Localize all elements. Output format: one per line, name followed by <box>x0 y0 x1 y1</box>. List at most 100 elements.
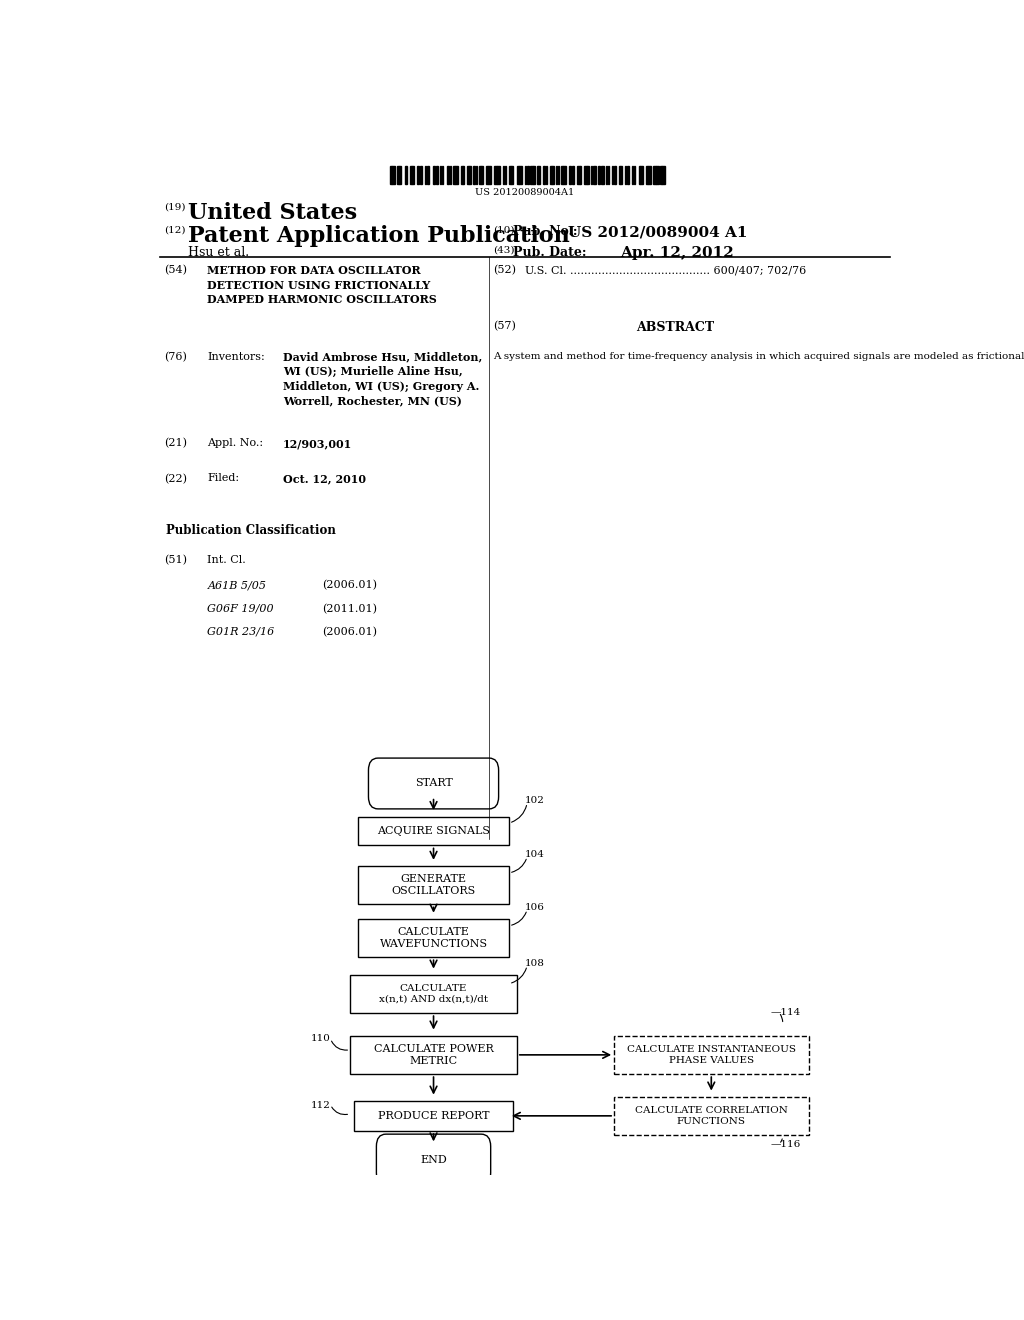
Text: (57): (57) <box>494 321 516 331</box>
Bar <box>498 165 500 183</box>
Bar <box>606 165 607 183</box>
Text: —116: —116 <box>771 1139 801 1148</box>
Text: (43): (43) <box>494 246 514 255</box>
Bar <box>648 165 651 183</box>
Bar <box>556 165 557 183</box>
Text: Inventors:: Inventors: <box>207 351 265 362</box>
Text: 104: 104 <box>524 850 545 859</box>
Text: Patent Application Publication: Patent Application Publication <box>187 226 569 247</box>
FancyBboxPatch shape <box>377 1134 490 1185</box>
Bar <box>469 165 471 183</box>
Bar <box>608 165 609 183</box>
Text: 110: 110 <box>310 1034 331 1043</box>
Text: CALCULATE POWER
METRIC: CALCULATE POWER METRIC <box>374 1044 494 1065</box>
Bar <box>526 165 528 183</box>
Bar <box>411 165 412 183</box>
Bar <box>539 165 541 183</box>
Bar <box>663 165 665 183</box>
Bar <box>561 165 562 183</box>
Bar <box>435 165 437 183</box>
Bar <box>646 165 648 183</box>
Text: U.S. Cl. ........................................ 600/407; 702/76: U.S. Cl. ...............................… <box>524 265 806 275</box>
Text: GENERATE
OSCILLATORS: GENERATE OSCILLATORS <box>391 874 476 896</box>
Bar <box>634 165 635 183</box>
Text: METHOD FOR DATA OSCILLATOR
DETECTION USING FRICTIONALLY
DAMPED HARMONIC OSCILLAT: METHOD FOR DATA OSCILLATOR DETECTION USI… <box>207 265 437 305</box>
Bar <box>478 165 480 183</box>
Text: 106: 106 <box>524 903 545 912</box>
Bar <box>476 165 477 183</box>
Bar <box>592 165 593 183</box>
FancyBboxPatch shape <box>358 919 509 957</box>
Text: (22): (22) <box>164 474 186 484</box>
FancyBboxPatch shape <box>358 866 509 904</box>
Bar <box>618 165 620 183</box>
Text: (10): (10) <box>494 226 514 235</box>
Bar <box>467 165 469 183</box>
Bar <box>660 165 662 183</box>
Bar <box>621 165 623 183</box>
Bar <box>407 165 408 183</box>
Bar <box>427 165 429 183</box>
Text: (19): (19) <box>164 202 185 211</box>
Bar <box>577 165 580 183</box>
Text: A61B 5/05: A61B 5/05 <box>207 581 266 590</box>
Bar <box>397 165 399 183</box>
Text: END: END <box>420 1155 446 1164</box>
Bar <box>611 165 613 183</box>
Bar <box>569 165 571 183</box>
Text: 102: 102 <box>524 796 545 805</box>
Text: 108: 108 <box>524 958 545 968</box>
Text: CALCULATE
x(n,t) AND dx(n,t)/dt: CALCULATE x(n,t) AND dx(n,t)/dt <box>379 985 488 1003</box>
Text: ACQUIRE SIGNALS: ACQUIRE SIGNALS <box>377 826 490 837</box>
Bar <box>580 165 581 183</box>
Text: CALCULATE INSTANTANEOUS
PHASE VALUES: CALCULATE INSTANTANEOUS PHASE VALUES <box>627 1045 796 1064</box>
Bar <box>516 165 519 183</box>
Bar <box>399 165 401 183</box>
Bar <box>456 165 458 183</box>
Bar <box>473 165 475 183</box>
Text: CALCULATE CORRELATION
FUNCTIONS: CALCULATE CORRELATION FUNCTIONS <box>635 1106 787 1126</box>
Bar <box>546 165 547 183</box>
Bar <box>601 165 603 183</box>
Text: David Ambrose Hsu, Middleton,
WI (US); Murielle Aline Hsu,
Middleton, WI (US); G: David Ambrose Hsu, Middleton, WI (US); M… <box>283 351 482 407</box>
Bar <box>390 165 392 183</box>
FancyBboxPatch shape <box>358 817 509 846</box>
Text: G06F 19/00: G06F 19/00 <box>207 603 274 614</box>
Bar <box>613 165 616 183</box>
Bar <box>530 165 532 183</box>
Bar <box>543 165 546 183</box>
Text: Pub. Date:: Pub. Date: <box>513 246 587 259</box>
Bar <box>503 165 504 183</box>
Bar <box>656 165 658 183</box>
Bar <box>446 165 450 183</box>
Bar <box>558 165 559 183</box>
Bar <box>519 165 521 183</box>
Bar <box>413 165 415 183</box>
Bar <box>509 165 511 183</box>
Bar <box>463 165 464 183</box>
Bar <box>481 165 483 183</box>
Bar <box>627 165 629 183</box>
Text: Hsu et al.: Hsu et al. <box>187 246 249 259</box>
FancyBboxPatch shape <box>614 1097 809 1135</box>
Text: (51): (51) <box>164 554 186 565</box>
Bar <box>440 165 441 183</box>
Bar <box>632 165 633 183</box>
Bar <box>532 165 536 183</box>
Bar <box>550 165 552 183</box>
Text: CALCULATE
WAVEFUNCTIONS: CALCULATE WAVEFUNCTIONS <box>380 927 487 949</box>
Bar <box>488 165 490 183</box>
Bar <box>552 165 554 183</box>
Bar <box>587 165 589 183</box>
Bar <box>639 165 640 183</box>
Bar <box>495 165 497 183</box>
Bar <box>420 165 422 183</box>
FancyBboxPatch shape <box>350 1036 517 1074</box>
Text: Int. Cl.: Int. Cl. <box>207 554 246 565</box>
Bar <box>441 165 443 183</box>
Text: (52): (52) <box>494 265 516 276</box>
Bar <box>563 165 565 183</box>
Bar <box>653 165 655 183</box>
Text: Appl. No.:: Appl. No.: <box>207 438 263 447</box>
Bar <box>625 165 627 183</box>
